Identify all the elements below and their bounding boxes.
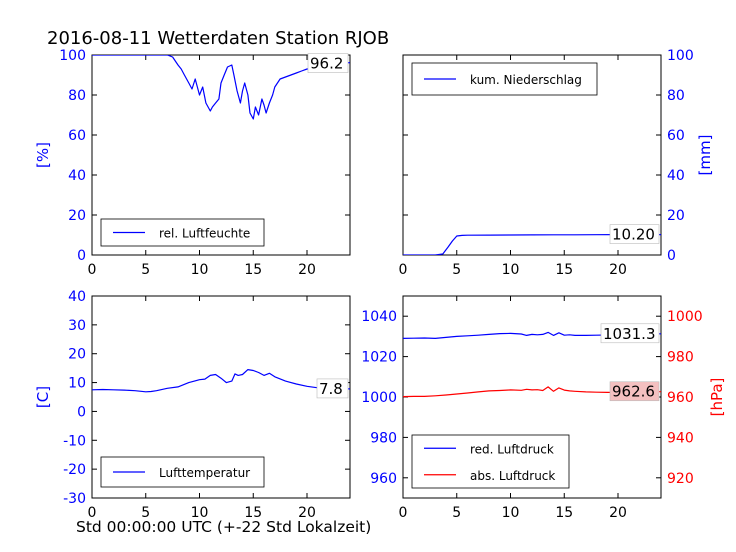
y-right-tick-label: 980 (667, 350, 694, 366)
y-right-tick-label: 920 (667, 471, 694, 487)
y-tick-label: 60 (667, 128, 685, 144)
y-tick-label: 60 (68, 128, 86, 144)
y-tick-label: 40 (667, 168, 685, 184)
latest-value-readout: 1031.3 (603, 325, 656, 343)
legend-label: rel. Luftfeuchte (159, 227, 250, 241)
y-tick-label: -30 (63, 491, 86, 507)
y-tick-label: 1020 (361, 350, 397, 366)
y-tick-label: 80 (68, 88, 86, 104)
y-tick-label: 980 (370, 430, 397, 446)
x-tick-label: 5 (141, 262, 150, 278)
latest-value-box (609, 224, 660, 244)
x-tick-label: 0 (399, 262, 408, 278)
x-tick-label: 10 (502, 505, 520, 521)
y-right-tick-label: 1000 (667, 309, 703, 325)
y-right-tick-label: 960 (667, 390, 694, 406)
legend-box (100, 456, 265, 488)
legend-label: kum. Niederschlag (470, 73, 582, 87)
latest-value-box (307, 53, 349, 73)
y-tick-label: 20 (68, 347, 86, 363)
plot-frame (402, 54, 662, 256)
legend-label: Lufttemperatur (159, 466, 250, 480)
panel-temperature: 0 5 10 15 20 -30 -20 -10 0 10 20 30 40 [C] 7.8 Lufttemp… (34, 289, 351, 521)
latest-value-readout: 962.6 (612, 383, 655, 401)
latest-value-readout: 7.8 (319, 380, 343, 398)
panel-pressure: 0 5 10 15 20 960 980 1000 1020 1040 920 940 960 980 10… (361, 295, 726, 521)
legend-box (411, 434, 570, 489)
y-tick-label: 0 (77, 248, 86, 264)
legend-label: red. Luftdruck (470, 442, 554, 456)
y-axis-label-right: [hPa] (708, 378, 726, 417)
latest-value-box (316, 378, 349, 399)
latest-value-box (600, 323, 660, 344)
x-tick-label: 0 (88, 262, 97, 278)
y-right-tick-label: 940 (667, 430, 694, 446)
y-tick-label: 10 (68, 376, 86, 392)
figure-title: 2016-08-11 Wetterdaten Station RJOB (47, 28, 389, 49)
y-axis-label: [C] (34, 386, 52, 408)
legend: kum. Niederschlag (411, 62, 598, 96)
legend-label: abs. Luftdruck (470, 469, 555, 483)
y-tick-label: -20 (63, 462, 86, 478)
panel-precipitation: 0 5 10 15 20 0 20 40 60 80 100 [mm] 10.20 kum. Nieder… (399, 48, 714, 278)
legend: red. Luftdruck abs. Luftdruck (411, 434, 570, 489)
x-tick-label: 0 (88, 505, 97, 521)
legend-box (100, 218, 265, 247)
x-tick-label: 5 (452, 262, 461, 278)
x-tick-label: 5 (452, 505, 461, 521)
x-tick-label: 15 (555, 505, 573, 521)
y-tick-label: -10 (63, 433, 86, 449)
x-tick-label: 20 (609, 262, 627, 278)
latest-value-box (609, 381, 660, 402)
x-tick-label: 20 (609, 505, 627, 521)
x-tick-label: 10 (191, 262, 209, 278)
y-tick-label: 0 (667, 248, 676, 264)
y-tick-label: 0 (77, 404, 86, 420)
legend: Lufttemperatur (100, 456, 265, 488)
x-tick-label: 10 (191, 505, 209, 521)
x-tick-label: 15 (244, 262, 262, 278)
y-tick-label: 80 (667, 88, 685, 104)
x-tick-label: 15 (244, 505, 262, 521)
y-tick-label: 100 (59, 48, 86, 64)
y-axis-label: [%] (34, 142, 52, 168)
y-tick-label: 960 (370, 471, 397, 487)
y-tick-label: 20 (667, 208, 685, 224)
x-tick-label: 10 (502, 262, 520, 278)
plot-frame (91, 54, 351, 256)
x-tick-label: 15 (555, 262, 573, 278)
plot-frame (91, 295, 351, 499)
y-tick-label: 40 (68, 168, 86, 184)
x-tick-label: 5 (141, 505, 150, 521)
panel-humidity: 0 5 10 15 20 0 20 40 60 80 100 [%] 96.2 rel. Luftfeuc… (34, 48, 351, 278)
y-axis-label: [mm] (696, 135, 714, 176)
y-tick-label: 1040 (361, 309, 397, 325)
x-tick-label: 20 (298, 262, 316, 278)
latest-value-readout: 10.20 (612, 226, 655, 244)
x-tick-label: 20 (298, 505, 316, 521)
x-axis-label: Std 00:00:00 UTC (+-22 Std Lokalzeit) (76, 518, 371, 536)
latest-value-readout: 96.2 (310, 55, 343, 73)
series-line (92, 55, 350, 120)
y-tick-label: 20 (68, 208, 86, 224)
series-line (403, 386, 661, 398)
series-line (92, 369, 350, 393)
x-tick-label: 0 (399, 505, 408, 521)
series-line (403, 234, 661, 255)
legend: rel. Luftfeuchte (100, 218, 265, 247)
y-tick-label: 1000 (361, 390, 397, 406)
y-tick-label: 100 (667, 48, 694, 64)
y-tick-label: 30 (68, 318, 86, 334)
y-tick-label: 40 (68, 289, 86, 305)
